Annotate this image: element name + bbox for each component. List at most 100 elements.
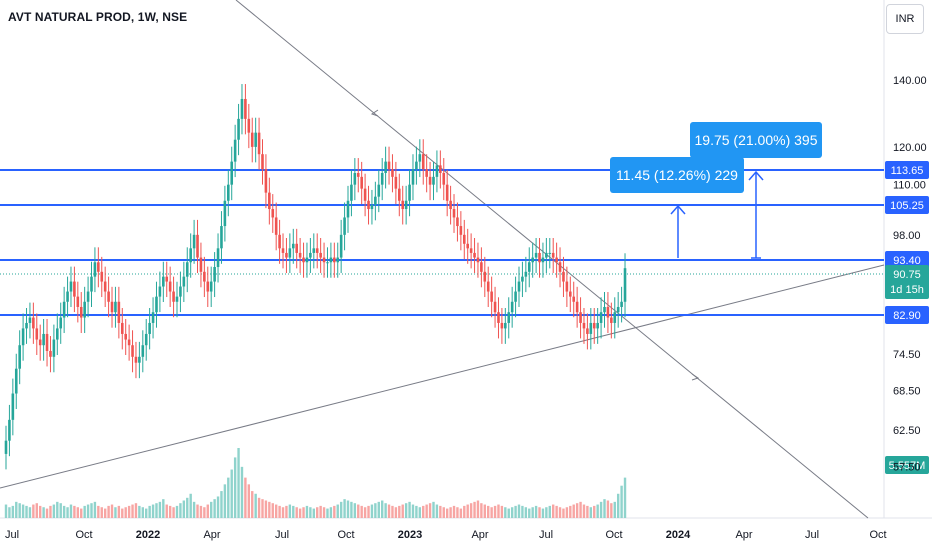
candle-body — [415, 161, 418, 170]
price-level-layer: 113.65 105.25 93.40 82.90 90.75 1d 15h 5.557M — [0, 161, 929, 474]
candle-body — [449, 200, 452, 210]
volume-bar — [45, 508, 49, 518]
volume-bar — [251, 491, 254, 518]
volume-bar — [247, 484, 251, 518]
candle-body — [514, 291, 517, 302]
candle-body — [620, 301, 623, 307]
candle-body — [117, 301, 121, 323]
volume-bar — [497, 504, 500, 518]
volume-bar — [579, 501, 582, 518]
candle-body — [319, 252, 322, 258]
candle-body — [469, 248, 473, 253]
volume-bar — [69, 504, 73, 518]
candle-body — [291, 243, 295, 249]
volume-bar — [353, 503, 357, 518]
candle-body — [483, 271, 487, 282]
volume-bar — [155, 503, 158, 518]
price-tick-label: 98.00 — [893, 230, 921, 242]
volume-bar — [531, 507, 534, 518]
volume-bar — [538, 507, 541, 518]
volume-bar — [425, 504, 428, 518]
candle-body — [435, 165, 439, 177]
candle-body — [411, 169, 415, 185]
volume-bar — [21, 504, 25, 518]
candle-body — [141, 345, 145, 357]
candle-body — [305, 257, 309, 263]
candle-body — [233, 139, 237, 162]
candle-body — [613, 312, 617, 323]
candle-body — [158, 286, 162, 297]
measure-arrowhead-small — [670, 204, 686, 215]
volume-bar — [333, 505, 336, 518]
volume-bar — [449, 507, 452, 518]
candle-body — [124, 333, 127, 340]
volume-bar — [483, 504, 486, 518]
candle-body — [268, 192, 271, 210]
candle-body — [155, 296, 158, 313]
volume-bar — [360, 505, 363, 518]
volume-bar — [384, 503, 387, 518]
volume-bar — [476, 500, 480, 518]
volume-bar — [305, 505, 309, 518]
volume-bar — [86, 504, 90, 518]
candle-body — [531, 257, 534, 263]
volume-bar — [162, 499, 165, 518]
candle-body — [312, 248, 316, 253]
volume-bar — [285, 505, 288, 518]
candle-body — [384, 161, 387, 173]
volume-bar — [616, 493, 620, 518]
candle-body — [66, 291, 69, 302]
candle-body — [179, 286, 182, 297]
volume-bar — [572, 504, 575, 518]
volume-bar — [271, 503, 274, 518]
volume-bar — [422, 505, 425, 518]
volume-bar — [186, 497, 189, 518]
volume-bar — [439, 505, 442, 518]
candle-body — [209, 281, 213, 292]
volume-bar — [370, 504, 374, 518]
price-tick-label: 140.00 — [893, 75, 927, 87]
candle-body — [76, 296, 80, 307]
volume-bar — [394, 507, 398, 518]
time-tick-label: Apr — [471, 529, 488, 541]
volume-bar — [223, 484, 227, 518]
candle-body — [497, 312, 500, 323]
candle-body — [596, 322, 599, 329]
volume-bar — [233, 457, 237, 518]
candle-layer — [4, 84, 627, 470]
price-level-badge — [885, 161, 929, 179]
volume-bar — [121, 508, 124, 518]
candle-body — [555, 257, 558, 263]
volume-bar — [134, 503, 138, 518]
candle-body — [524, 271, 528, 277]
price-tick-label: 68.50 — [893, 385, 921, 397]
candle-body — [244, 98, 247, 119]
volume-bar — [93, 501, 97, 518]
candle-body — [168, 281, 172, 292]
volume-bar — [415, 505, 418, 518]
candle-body — [408, 184, 411, 201]
candle-body — [4, 440, 8, 454]
candle-body — [25, 322, 28, 329]
volume-badge — [885, 456, 929, 474]
candle-body — [582, 322, 586, 329]
candle-body — [295, 243, 298, 253]
candle-body — [428, 176, 432, 185]
candle-body — [18, 345, 21, 369]
volume-label: 5.557M — [889, 460, 926, 472]
candle-body — [144, 333, 148, 346]
candle-body — [127, 339, 131, 346]
volume-bar — [73, 505, 76, 518]
candle-body — [93, 262, 97, 277]
candle-body — [473, 252, 476, 258]
candle-body — [315, 248, 319, 253]
candle-body — [326, 262, 329, 264]
candle-body — [162, 276, 165, 287]
candle-body — [185, 262, 189, 277]
volume-bar — [227, 477, 230, 518]
candle-body — [398, 188, 401, 201]
candle-body — [517, 281, 521, 292]
volume-bar — [606, 500, 610, 518]
currency-button[interactable]: INR — [886, 4, 924, 34]
